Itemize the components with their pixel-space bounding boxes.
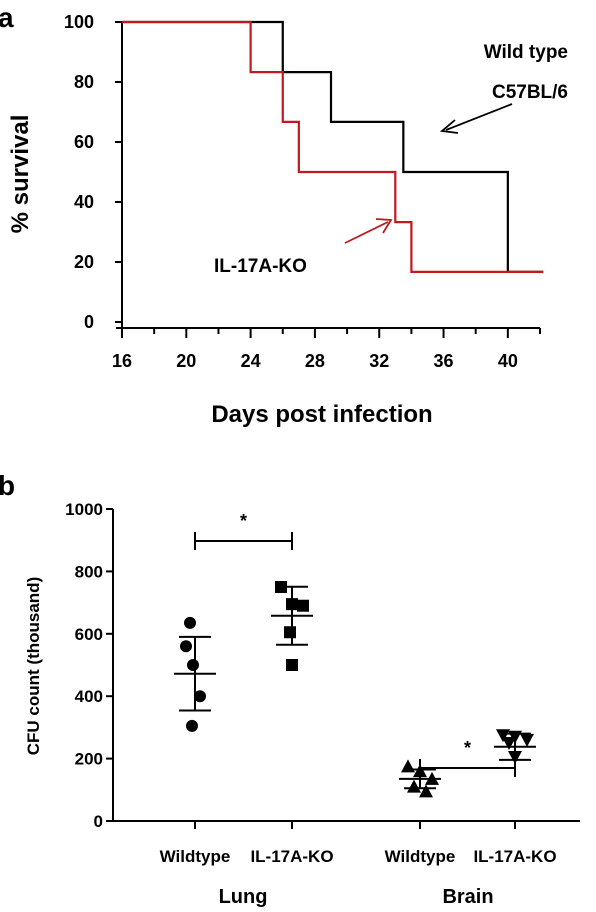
data-point xyxy=(284,626,296,639)
arrow-wildtype xyxy=(445,103,513,131)
arrowhead-wildtype xyxy=(439,119,459,134)
y-tick-label-a: 80 xyxy=(74,72,94,92)
x-tick-label-b: Wildtype xyxy=(385,847,456,866)
legend-label-wildtype-strain: C57BL/6 xyxy=(492,82,568,103)
x-axis-title-a: Days post infection xyxy=(211,401,432,428)
survival-chart: 0 20 40 60 80 100 16 20 24 28 32 36 40 Wild type C57BL… xyxy=(64,12,568,371)
y-tick-label-b: 1000 xyxy=(65,500,103,519)
panel-a-label: a xyxy=(0,2,14,33)
x-tick-label-b: Wildtype xyxy=(160,847,231,866)
data-point xyxy=(194,690,206,703)
significance-marker: * xyxy=(240,511,247,531)
data-point xyxy=(419,784,433,798)
y-axis-title-b: CFU count (thousand) xyxy=(24,577,43,755)
y-tick-label-a: 20 xyxy=(74,252,94,272)
y-tick-label-b: 400 xyxy=(75,687,103,706)
panel-b-label: b xyxy=(0,470,15,501)
x-tick-label-b: IL-17A-KO xyxy=(250,847,333,866)
data-point xyxy=(407,779,421,793)
y-axis-title-a: % survival xyxy=(7,115,34,234)
y-tick-label-a: 100 xyxy=(64,12,94,32)
arrowhead-il17a-ko xyxy=(375,218,393,234)
group-label: Brain xyxy=(442,886,493,908)
y-tick-label-a: 60 xyxy=(74,132,94,152)
data-point xyxy=(184,616,196,629)
survival-line-wildtype xyxy=(122,20,544,273)
survival-line-il17a-ko xyxy=(122,20,544,273)
data-point xyxy=(496,729,510,743)
legend-label-il17a-ko: IL-17A-KO xyxy=(214,256,307,277)
y-tick-label-a: 0 xyxy=(84,312,94,332)
data-point xyxy=(186,719,198,732)
y-tick-label-b: 200 xyxy=(75,750,103,769)
data-point xyxy=(520,733,534,747)
group-label: Lung xyxy=(219,886,268,908)
x-tick-label-a: 16 xyxy=(112,351,132,371)
data-point xyxy=(187,659,199,671)
data-point xyxy=(297,599,309,612)
cfu-chart: 0 200 400 600 800 1000 Wildtype IL-17A-KO Wildty… xyxy=(65,500,580,908)
x-tick-label-a: 24 xyxy=(241,351,261,371)
x-tick-label-a: 28 xyxy=(305,351,325,371)
x-tick-label-a: 32 xyxy=(369,351,389,371)
arrow-il17a-ko xyxy=(344,221,389,244)
x-tick-label-a: 36 xyxy=(434,351,454,371)
significance-marker: * xyxy=(464,738,471,758)
data-point xyxy=(286,659,298,671)
data-point xyxy=(180,640,192,653)
y-tick-label-a: 40 xyxy=(74,192,94,212)
x-tick-label-a: 20 xyxy=(176,351,196,371)
data-point xyxy=(502,737,516,750)
x-tick-label-b: IL-17A-KO xyxy=(473,847,556,866)
y-tick-label-b: 600 xyxy=(75,625,103,644)
x-tick-label-a: 40 xyxy=(498,351,518,371)
legend-label-wildtype: Wild type xyxy=(484,42,568,63)
y-tick-label-b: 800 xyxy=(75,562,103,581)
y-tick-label-b: 0 xyxy=(94,812,103,831)
